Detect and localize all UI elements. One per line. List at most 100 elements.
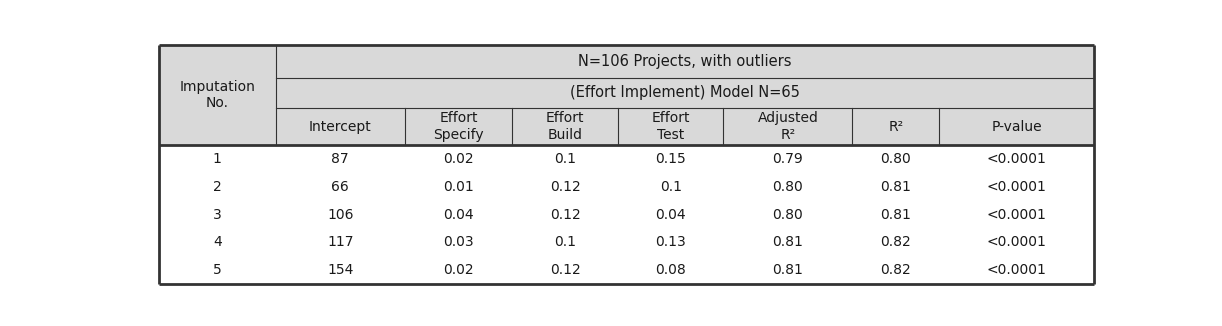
Text: (Effort Implement) Model N=65: (Effort Implement) Model N=65 [569,85,799,100]
Bar [276,78,1094,108]
Text: 2: 2 [213,180,221,194]
Text: <0.0001: <0.0001 [986,180,1046,194]
Text: 154: 154 [327,263,353,277]
Bar [940,200,1094,229]
Text: 0.15: 0.15 [655,152,686,166]
Bar [404,173,512,200]
Text: 0.81: 0.81 [772,263,803,277]
Bar [512,108,618,145]
Text: 5: 5 [213,263,221,277]
Text: 0.12: 0.12 [550,180,580,194]
Text: 0.13: 0.13 [655,235,686,249]
Bar [853,229,940,256]
Text: 0.12: 0.12 [550,208,580,222]
Bar [618,256,723,284]
Bar [404,200,512,229]
Bar [512,229,618,256]
Text: 0.04: 0.04 [655,208,686,222]
Text: 0.02: 0.02 [444,263,474,277]
Text: 0.01: 0.01 [444,180,474,194]
Bar [723,256,853,284]
Text: Effort
Test: Effort Test [651,111,690,142]
Bar [159,173,276,200]
Bar [512,256,618,284]
Text: <0.0001: <0.0001 [986,208,1046,222]
Text: 117: 117 [327,235,353,249]
Text: Adjusted
R²: Adjusted R² [758,111,819,142]
Bar [276,108,404,145]
Bar [853,200,940,229]
Bar [159,229,276,256]
Text: 0.81: 0.81 [772,235,803,249]
Text: <0.0001: <0.0001 [986,263,1046,277]
Text: 0.03: 0.03 [444,235,474,249]
Text: R²: R² [888,120,903,134]
Bar [618,108,723,145]
Bar [723,229,853,256]
Text: 0.02: 0.02 [444,152,474,166]
Bar [723,145,853,173]
Bar [276,145,404,173]
Text: Imputation
No.: Imputation No. [180,80,255,110]
Bar [404,256,512,284]
Bar [940,173,1094,200]
Bar [618,200,723,229]
Text: 0.08: 0.08 [655,263,686,277]
Bar [159,145,276,173]
Bar [618,145,723,173]
Text: 3: 3 [213,208,221,222]
Bar [723,173,853,200]
Text: 0.80: 0.80 [881,152,912,166]
Text: Intercept: Intercept [309,120,371,134]
Bar [159,45,276,145]
Text: 0.79: 0.79 [772,152,803,166]
Text: 4: 4 [213,235,221,249]
Text: P-value: P-value [991,120,1042,134]
Bar [853,173,940,200]
Bar [618,229,723,256]
Bar [940,229,1094,256]
Text: 0.81: 0.81 [881,208,912,222]
Bar [404,145,512,173]
Bar [853,108,940,145]
Bar [276,229,404,256]
Bar [940,108,1094,145]
Bar [618,173,723,200]
Bar [940,256,1094,284]
Bar [512,145,618,173]
Bar [276,256,404,284]
Text: Effort
Specify: Effort Specify [433,111,484,142]
Text: 66: 66 [331,180,349,194]
Text: <0.0001: <0.0001 [986,235,1046,249]
Text: 0.12: 0.12 [550,263,580,277]
Bar [853,256,940,284]
Bar [404,108,512,145]
Text: 0.1: 0.1 [554,235,576,249]
Text: Effort
Build: Effort Build [546,111,584,142]
Text: 1: 1 [213,152,222,166]
Bar [940,145,1094,173]
Bar [723,108,853,145]
Text: 0.82: 0.82 [881,235,912,249]
Text: 106: 106 [327,208,353,222]
Text: <0.0001: <0.0001 [986,152,1046,166]
Bar [159,256,276,284]
Bar [276,45,1094,78]
Bar [512,173,618,200]
Text: 0.1: 0.1 [554,152,576,166]
Text: 0.1: 0.1 [660,180,682,194]
Bar [723,200,853,229]
Text: 87: 87 [331,152,349,166]
Bar [512,200,618,229]
Bar [159,200,276,229]
Bar [404,229,512,256]
Bar [276,173,404,200]
Text: 0.04: 0.04 [444,208,474,222]
Text: 0.82: 0.82 [881,263,912,277]
Text: 0.81: 0.81 [881,180,912,194]
Bar [276,200,404,229]
Text: 0.80: 0.80 [772,208,803,222]
Text: N=106 Projects, with outliers: N=106 Projects, with outliers [578,54,792,69]
Text: 0.80: 0.80 [772,180,803,194]
Bar [853,145,940,173]
